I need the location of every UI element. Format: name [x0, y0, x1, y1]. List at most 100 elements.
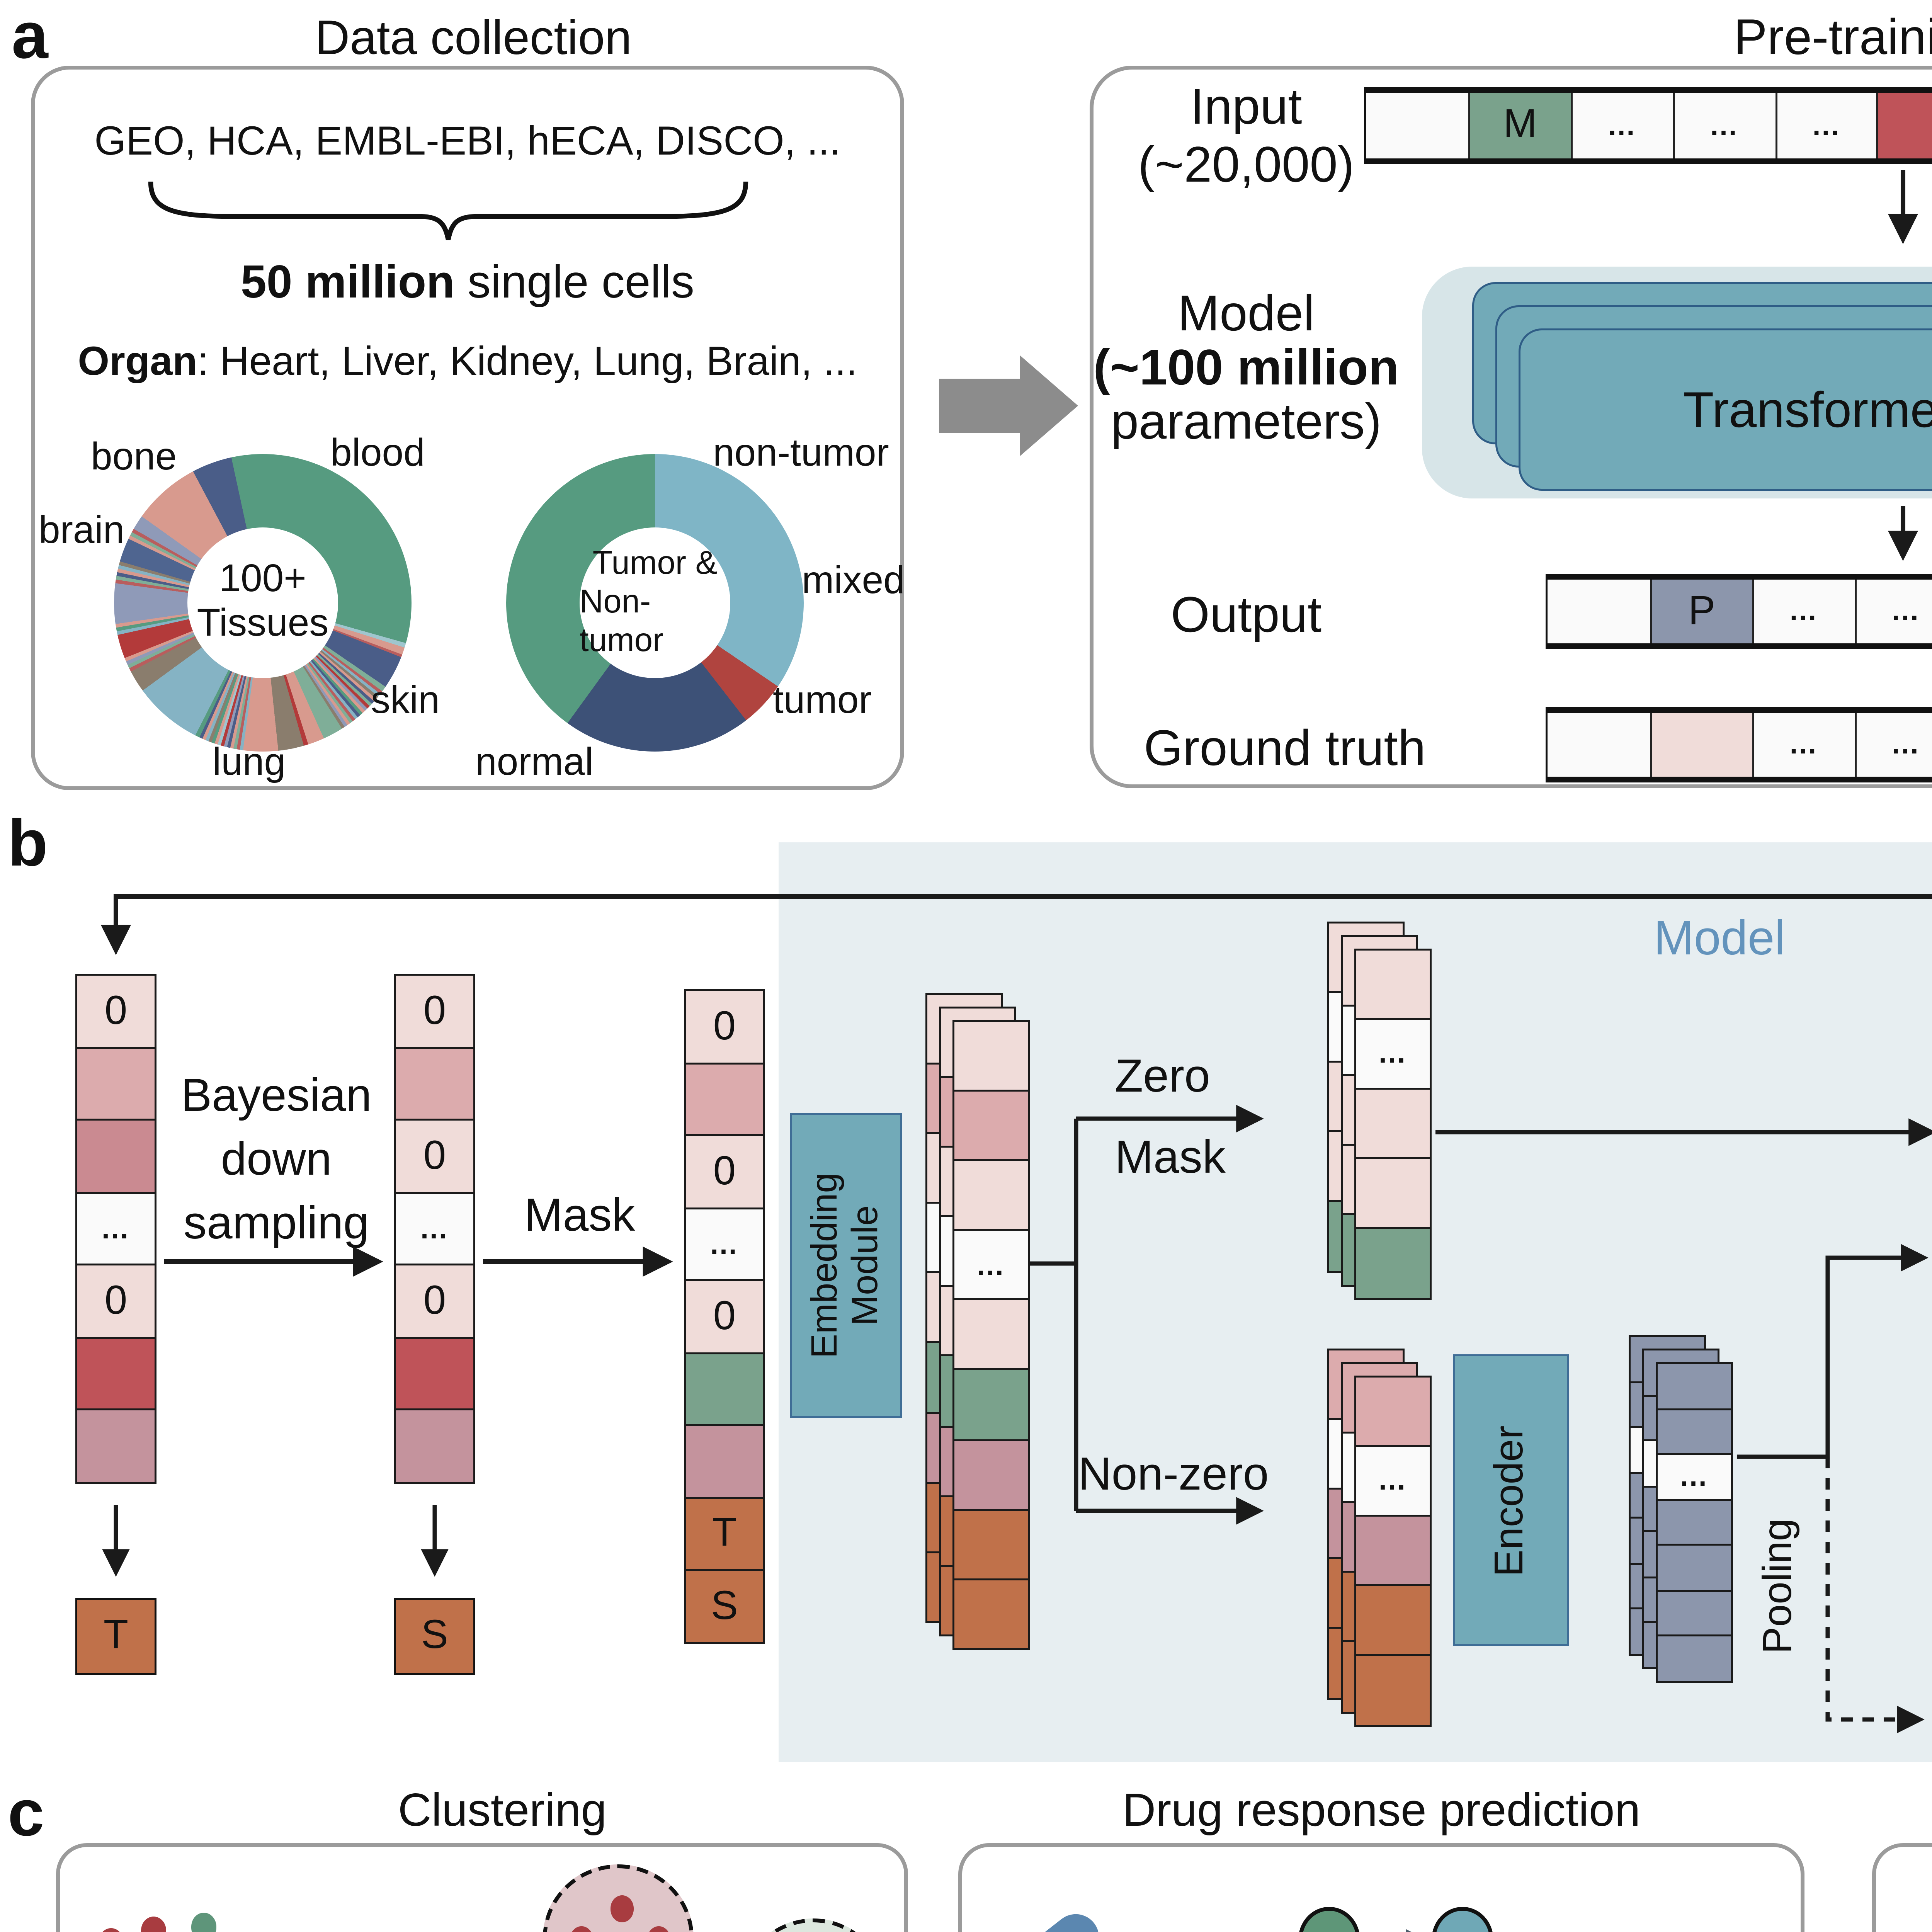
encoder-label: Encoder: [1488, 1424, 1532, 1576]
cell: [684, 1351, 765, 1427]
cell: [394, 1046, 475, 1122]
cell: [1548, 713, 1650, 777]
cell: [952, 1438, 1030, 1511]
cell: S: [684, 1569, 765, 1644]
cell: [1354, 1227, 1432, 1300]
cell: [394, 1336, 475, 1412]
drug-title: Drug response prediction: [1122, 1785, 1641, 1837]
tissue-label-lung: lung: [213, 742, 286, 784]
cell: …: [1354, 1445, 1432, 1518]
cell: [684, 1424, 765, 1499]
cell: 0: [75, 1264, 156, 1339]
model-label-2: (~100 million: [1093, 338, 1399, 396]
bayesian-downsampling-label: Bayesian down sampling: [151, 1065, 402, 1256]
cell: [1366, 93, 1468, 158]
data-collection-title: Data collection: [315, 12, 632, 66]
dot: [570, 1926, 593, 1932]
cell: [1656, 1589, 1733, 1638]
cell: …: [1774, 93, 1877, 158]
encoder-box: Encoder: [1453, 1354, 1569, 1646]
cell: [952, 1508, 1030, 1581]
input-cell-row: M………M: [1364, 87, 1932, 164]
cell: [1877, 93, 1932, 158]
ground-truth-label: Ground truth: [1144, 719, 1426, 777]
cell: …: [1752, 713, 1854, 777]
cell: [1354, 1088, 1432, 1161]
cell: 0: [684, 1279, 765, 1354]
cell: …: [1854, 580, 1932, 643]
cell: …: [952, 1229, 1030, 1302]
cell: [1656, 1362, 1733, 1410]
tissue-label-bone: bone: [91, 437, 177, 479]
bayes-3: sampling: [183, 1198, 369, 1250]
cell: …: [1570, 93, 1673, 158]
mask-step-label: Mask: [524, 1190, 635, 1242]
tissue-donut-chart: 100+ Tissues: [114, 454, 412, 752]
cell: [1354, 949, 1432, 1021]
bayes-2: down: [221, 1134, 332, 1186]
masked-column: 0 0… 0 T S: [684, 989, 765, 1644]
cell: [1656, 1634, 1733, 1683]
encoder-stack-front: …: [1656, 1362, 1733, 1683]
output-label: Output: [1170, 585, 1322, 643]
zero-mask-label: Mask: [1115, 1132, 1226, 1184]
cell: [1354, 1376, 1432, 1448]
zero-label: Zero: [1115, 1051, 1210, 1103]
dot: [191, 1913, 216, 1932]
cell: [1354, 1515, 1432, 1588]
cell: …: [1672, 93, 1775, 158]
tumor-donut-center-1: Tumor &: [592, 545, 718, 582]
dataflow-arrow: [939, 355, 1078, 456]
cell: …: [394, 1191, 475, 1267]
input-counts-box: S: [394, 1598, 475, 1675]
cell: [1354, 1158, 1432, 1231]
organ-list: Organ: Heart, Liver, Kidney, Lung, Brain…: [58, 340, 877, 386]
cell: [1656, 1407, 1733, 1456]
cell: 0: [75, 974, 156, 1049]
panel-c-label: c: [8, 1777, 44, 1851]
perturbation-box: [1872, 1843, 1932, 1932]
input-label-2: (~20,000): [1138, 135, 1355, 193]
transformer-block-front: Transformer blocks: [1519, 328, 1932, 491]
tissue-label-skin: skin: [371, 680, 440, 723]
panel-b-label: b: [8, 808, 48, 881]
cell: [75, 1119, 156, 1194]
pooling-label: Pooling: [1756, 1518, 1801, 1654]
ground-truth-cell-row: ………: [1546, 707, 1932, 782]
dot: [99, 1928, 124, 1932]
cell: 0: [394, 974, 475, 1049]
organ-bold: Organ: [78, 340, 197, 384]
cell: 0: [684, 989, 765, 1065]
input-label-1: Input: [1190, 77, 1302, 135]
cell: [952, 1578, 1030, 1651]
panel-a-label: a: [12, 0, 48, 73]
cell: [75, 1408, 156, 1484]
model-label-3: parameters): [1111, 392, 1382, 450]
cell: [1354, 1585, 1432, 1658]
tissue-label-brain: brain: [39, 510, 125, 553]
cell: [1650, 713, 1752, 777]
cell: [1354, 1654, 1432, 1727]
bayes-1: Bayesian: [181, 1070, 372, 1122]
cell: …: [684, 1206, 765, 1282]
cell: [952, 1369, 1030, 1442]
cell: [952, 1299, 1030, 1372]
cell: M: [1468, 93, 1570, 158]
cell: [952, 1020, 1030, 1093]
cell: …: [1854, 713, 1932, 777]
tissue-donut-center-2: Tissues: [197, 603, 329, 645]
output-cell-row: P………P: [1546, 574, 1932, 649]
cell: 0: [394, 1119, 475, 1194]
raw-expression-column: 0… 0: [75, 974, 156, 1484]
clustering-scatter: [91, 1909, 303, 1932]
tumor-donut-center-2: Non-tumor: [580, 583, 664, 659]
embedding-module-box: Embedding Module: [790, 1113, 902, 1418]
tumor-label-nontumor: non-tumor: [713, 433, 889, 475]
tumor-label-mixed: mixed: [802, 560, 905, 603]
cell: …: [1354, 1018, 1432, 1091]
embedding-label-1: Embedding: [806, 1172, 846, 1359]
model-label: Model (~100 million parameters): [1082, 286, 1410, 448]
tissue-donut-center-1: 100+: [219, 558, 306, 601]
cell: [1656, 1498, 1733, 1547]
